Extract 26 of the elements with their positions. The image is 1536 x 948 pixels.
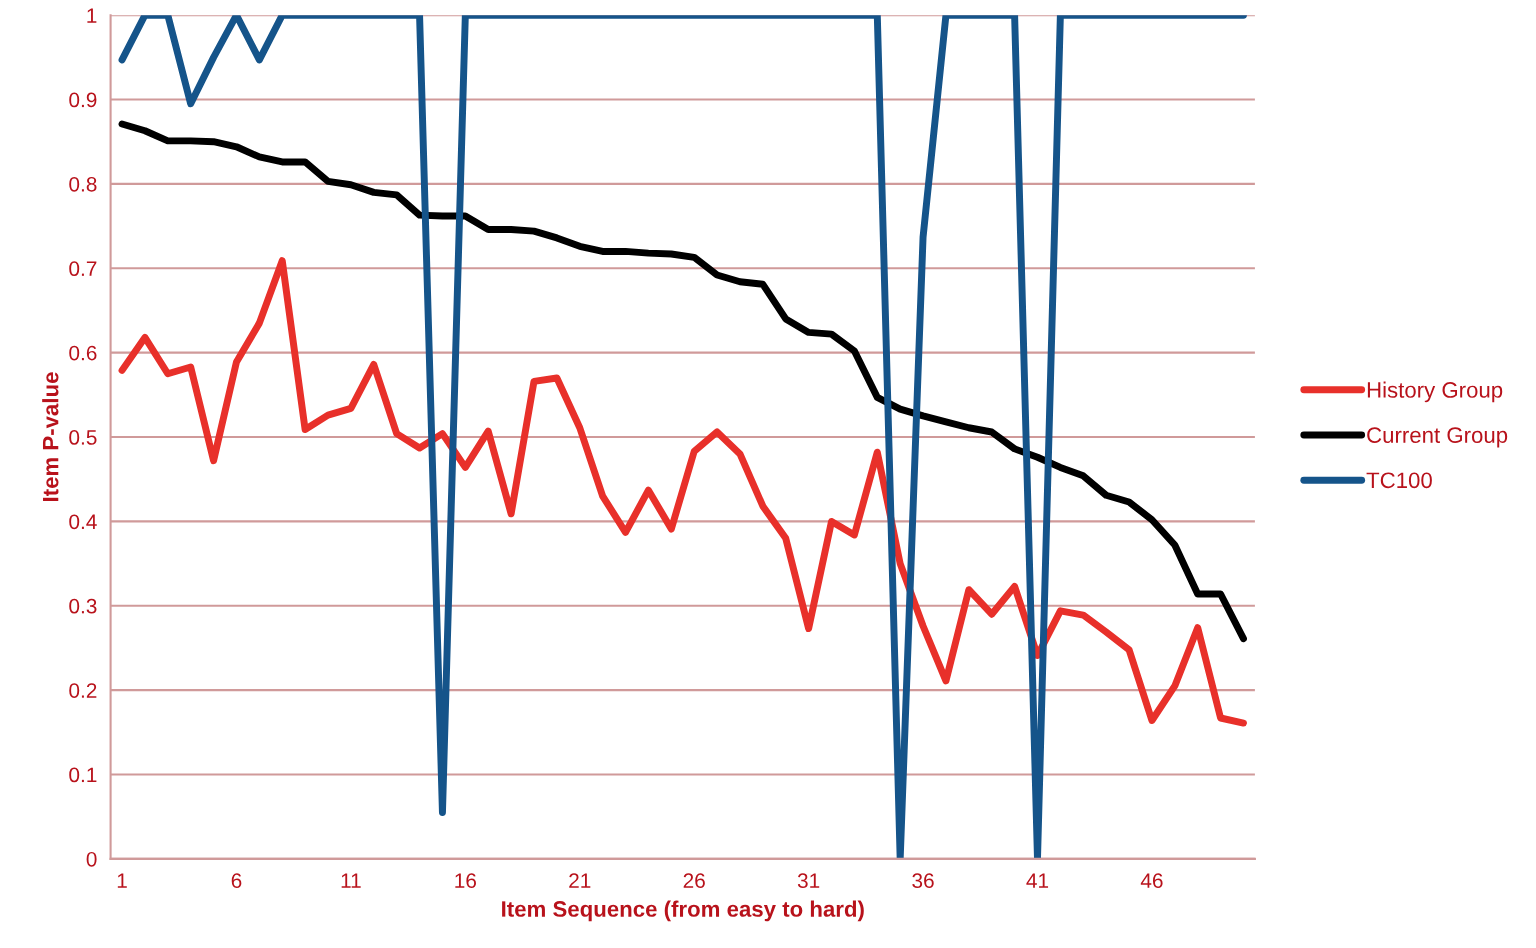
x-tick-label: 41 — [1026, 873, 1049, 888]
x-tick-label: 1 — [117, 873, 127, 888]
x-tick-label: 36 — [912, 873, 934, 889]
x-tick-label: 31 — [797, 873, 820, 889]
x-tick-label: 26 — [683, 873, 705, 889]
x-tick-label: 21 — [569, 873, 591, 888]
y-tick-label: 0.3 — [69, 598, 97, 614]
x-axis-title: Item Sequence (from easy to hard) — [502, 900, 864, 922]
legend-label: Current Group — [1367, 427, 1508, 448]
x-tick-label: 46 — [1140, 873, 1163, 889]
y-tick-label: 0.7 — [69, 261, 97, 277]
y-tick-label: 0.4 — [69, 514, 97, 530]
y-tick-label: 0.8 — [69, 176, 97, 192]
x-tick-label: 16 — [455, 873, 476, 889]
y-tick-label: 0.9 — [69, 92, 97, 108]
y-tick-label: 0.6 — [69, 345, 97, 361]
y-tick-label: 0.5 — [69, 430, 97, 445]
legend-label: History Group — [1367, 381, 1503, 403]
y-tick-label: 0.2 — [69, 683, 97, 698]
y-tick-label: 1 — [87, 8, 97, 23]
y-axis-title: Item P-value — [42, 372, 59, 501]
y-tick-label: 0 — [86, 851, 97, 867]
x-tick-label: 11 — [341, 873, 361, 888]
legend-label: TC100 — [1366, 472, 1432, 489]
y-tick-label: 0.1 — [69, 767, 97, 783]
x-tick-label: 6 — [231, 873, 242, 889]
